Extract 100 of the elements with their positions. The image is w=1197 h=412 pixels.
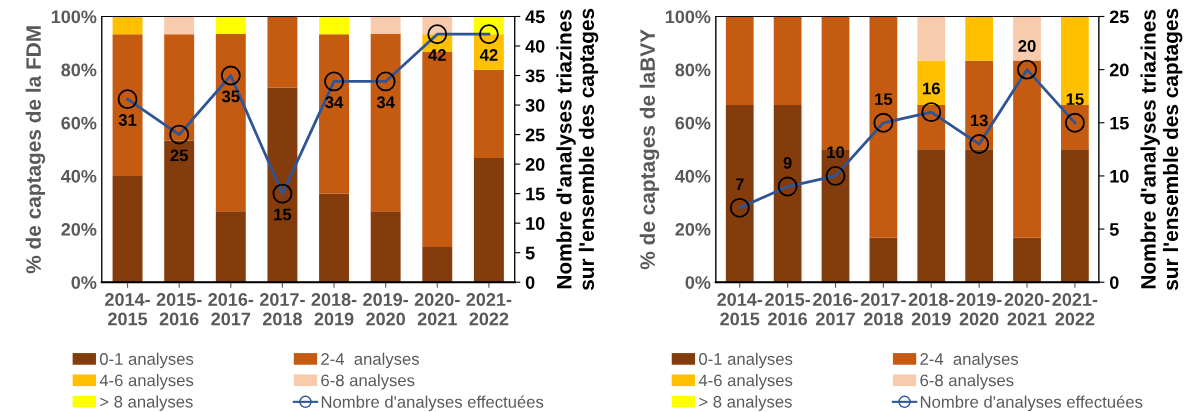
- x-tick-label: 2015- 2016: [156, 293, 202, 326]
- bar: [1061, 16, 1089, 105]
- x-tick-label: 2017- 2018: [860, 293, 906, 326]
- bar: [917, 60, 946, 105]
- legend-label: > 8 analyses: [100, 395, 193, 411]
- x-tick-label: 2021- 2022: [1052, 293, 1098, 326]
- legend-label: 2-4 analyses: [321, 352, 419, 369]
- bar: [164, 16, 195, 35]
- legend-label: 0-1 analyses: [99, 352, 194, 369]
- legend-label: 0-1 analyses: [699, 352, 793, 369]
- legend-label: Nombre d'analyses effectuées: [920, 395, 1143, 412]
- bar: [215, 34, 246, 212]
- bar: [473, 158, 504, 283]
- x-tick-label: 2020- 2021: [1004, 293, 1050, 326]
- bar: [869, 237, 898, 283]
- bar: [164, 140, 195, 283]
- y-axis-title: % de captages de la FDM: [25, 26, 46, 274]
- y-tick-label: 20%: [61, 223, 97, 236]
- bar: [370, 16, 401, 35]
- y2-tick-label: 0: [1109, 276, 1119, 289]
- y-tick-label: 60%: [61, 116, 97, 130]
- y2-tick-label: 15: [526, 187, 545, 201]
- y2-tick-label: 45: [525, 10, 545, 24]
- bar: [1013, 60, 1041, 238]
- bar: [725, 104, 754, 283]
- legend-label: 4-6 analyses: [99, 374, 194, 390]
- y-tick-label: 40%: [675, 169, 711, 183]
- data-label: 16: [923, 82, 940, 95]
- data-label: 15: [1066, 93, 1084, 106]
- y2-axis-title: Nombre d'analyses triazines sur l'ensemble des captages: [1140, 8, 1183, 291]
- y2-tick-label: 10: [1110, 169, 1129, 183]
- bar: [319, 16, 350, 35]
- bar: [370, 211, 401, 283]
- data-label: 10: [827, 146, 845, 159]
- data-label: 42: [428, 49, 446, 61]
- data-label: 42: [479, 49, 498, 61]
- bar: [917, 16, 946, 61]
- y2-tick-label: 5: [1109, 223, 1119, 236]
- bar: [473, 69, 504, 159]
- bar: [319, 193, 350, 283]
- y2-tick-label: 25: [1109, 10, 1129, 24]
- legend-label: 4-6 analyses: [698, 374, 793, 390]
- y2-axis-title: Nombre d'analyses triazines sur l'ensemble des captages: [556, 8, 599, 291]
- x-tick-label: 2018- 2019: [311, 293, 357, 326]
- bar: [1013, 237, 1041, 283]
- data-label: 34: [325, 96, 344, 109]
- y2-tick-label: 25: [525, 128, 545, 142]
- bar: [773, 104, 802, 283]
- x-tick-label: 2014- 2015: [105, 293, 150, 326]
- y-tick-label: 0%: [71, 276, 97, 289]
- y2-tick-label: 30: [525, 98, 545, 112]
- bar: [773, 16, 802, 105]
- y2-tick-label: 35: [525, 69, 545, 83]
- y-tick-label: 80%: [61, 63, 97, 77]
- data-label: 35: [221, 90, 240, 103]
- data-label: 13: [970, 114, 988, 127]
- data-label: 7: [735, 178, 744, 190]
- data-label: 15: [274, 208, 292, 221]
- x-tick-label: 2019- 2020: [956, 293, 1002, 326]
- x-tick-label: 2019- 2020: [363, 293, 409, 326]
- bar: [112, 16, 143, 35]
- data-label: 9: [783, 157, 792, 169]
- bar: [869, 16, 898, 238]
- y-tick-label: 80%: [675, 63, 711, 77]
- y-tick-label: 60%: [675, 116, 711, 130]
- y-tick-label: 20%: [675, 223, 711, 236]
- x-tick-label: 2016- 2017: [208, 293, 254, 326]
- bar: [112, 175, 143, 283]
- x-tick-label: 2020- 2021: [414, 293, 460, 326]
- x-tick-label: 2021- 2022: [466, 293, 512, 326]
- x-tick-label: 2016- 2017: [813, 293, 858, 326]
- y2-tick-label: 40: [525, 39, 545, 53]
- legend-label: 6-8 analyses: [920, 374, 1014, 390]
- bar: [164, 34, 195, 141]
- bar: [215, 211, 246, 283]
- data-label: 15: [875, 93, 893, 106]
- y-axis-title: % de captages de laBVY: [639, 29, 660, 270]
- y2-tick-label: 20: [525, 158, 545, 171]
- bar: [112, 34, 143, 176]
- x-tick-label: 2018- 2019: [908, 293, 954, 326]
- bar: [267, 87, 298, 283]
- legend-label: 2-4 analyses: [920, 352, 1019, 369]
- legend-label: Nombre d'analyses effectuées: [321, 395, 544, 412]
- x-tick-label: 2014- 2015: [717, 293, 763, 326]
- y2-tick-label: 5: [525, 246, 535, 260]
- bar: [725, 16, 754, 105]
- y-tick-label: 100%: [51, 10, 97, 24]
- data-label: 20: [1018, 40, 1036, 52]
- data-label: 34: [376, 96, 395, 109]
- bar: [422, 246, 453, 283]
- bar: [215, 16, 246, 35]
- bar: [917, 149, 946, 283]
- data-label: 31: [118, 114, 137, 126]
- data-label: 25: [170, 149, 188, 162]
- bar: [1061, 149, 1089, 283]
- bar: [267, 16, 298, 88]
- bar: [370, 34, 401, 212]
- legend-label: 6-8 analyses: [321, 374, 415, 390]
- y-tick-label: 40%: [61, 169, 97, 183]
- y-tick-label: 100%: [665, 10, 711, 24]
